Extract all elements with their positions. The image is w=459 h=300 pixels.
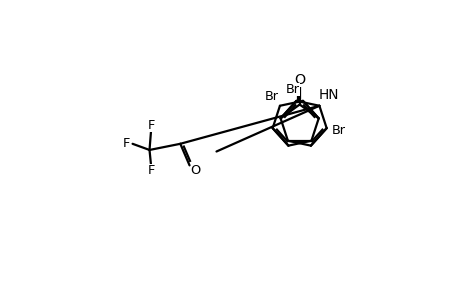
Text: Br: Br: [285, 83, 299, 96]
Text: O: O: [293, 73, 305, 87]
Text: F: F: [147, 164, 154, 177]
Text: F: F: [123, 137, 130, 150]
Text: Br: Br: [264, 90, 278, 103]
Text: O: O: [190, 164, 201, 177]
Text: Br: Br: [331, 124, 345, 137]
Text: HN: HN: [318, 88, 338, 103]
Text: F: F: [147, 119, 154, 132]
